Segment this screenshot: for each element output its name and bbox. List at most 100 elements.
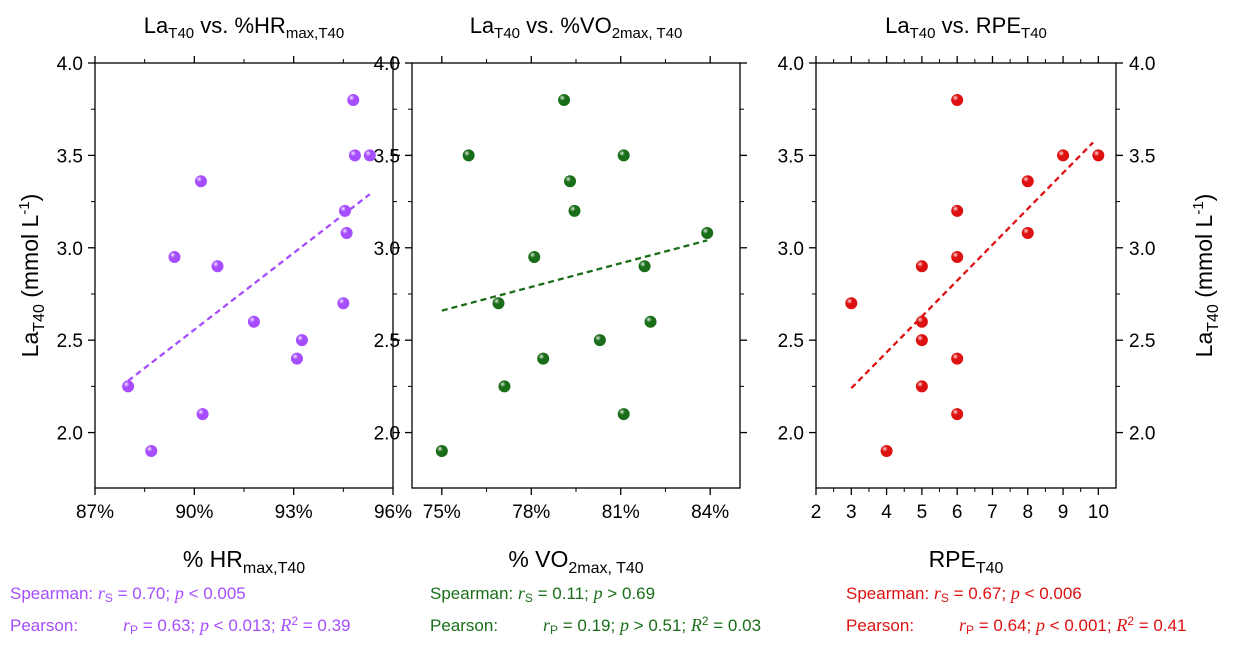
data-point [593,334,606,347]
x-tick-label: 6 [952,502,963,523]
data-point [295,334,308,347]
x-tick-label: 78% [512,502,550,523]
y-tick-label: 3.0 [374,239,400,260]
data-point [951,408,964,421]
x-tick-label: 3 [846,502,857,523]
data-point [528,251,541,264]
y-tick-label: 2.5 [374,331,400,352]
x-tick-label: 9 [1058,502,1069,523]
data-point [951,251,964,264]
data-point [290,352,303,365]
data-point [915,334,928,347]
data-point [644,315,657,328]
x-tick-label: 81% [602,502,640,523]
y-tick-label-right: 3.5 [1129,146,1155,167]
y-axis-label: LaT40 (mmol L-1) [1190,194,1222,358]
x-tick-label: 75% [423,502,461,523]
data-point [363,149,376,162]
x-tick-label: 5 [917,502,928,523]
data-point [1057,149,1070,162]
data-point [247,315,260,328]
data-point [348,149,361,162]
data-point [435,445,448,458]
spearman-row: Spearman: rS = 0.70; p < 0.005 [10,583,246,605]
data-point [347,93,360,106]
y-tick-label: 4.0 [57,54,83,75]
panel-title: LaT40 vs. %VO2max, T40 [470,13,683,42]
x-tick-label: 2 [811,502,822,523]
y-tick-label: 3.0 [778,239,804,260]
y-tick-label: 3.5 [374,146,400,167]
trend-line [850,141,1094,390]
pearson-row: Pearson: rP = 0.63; p < 0.013; R2 = 0.39 [10,614,351,637]
data-point [568,204,581,217]
x-axis-label: % HRmax,T40 [183,546,305,577]
y-tick-label: 3.5 [778,146,804,167]
data-point [168,251,181,264]
x-tick-label: 96% [374,502,412,523]
data-point [915,380,928,393]
y-axis-label: LaT40 (mmol L-1) [16,194,48,358]
x-axis-label: RPET40 [929,546,1004,577]
data-point [617,149,630,162]
panel-hr: 87% 90% 93% 96% 2.0 2.5 3.0 3.5 4.0 LaT40 vs. %HR… [16,13,412,577]
y-tick-label-right: 2.5 [1129,331,1155,352]
stats-block-vo2: Spearman: rS = 0.11; p > 0.69 Pearson: rP … [430,579,762,637]
data-point [880,445,893,458]
data-point [1021,227,1034,239]
data-point [337,297,350,310]
data-point [462,149,475,162]
pearson-row: Pearson: rP = 0.64; p < 0.001; R2 = 0.41 [846,614,1187,637]
y-tick-label-right: 2.0 [1129,424,1155,445]
data-point [122,380,135,393]
y-tick-label: 2.0 [57,424,83,445]
panel-title: LaT40 vs. RPET40 [885,13,1047,42]
pearson-row: Pearson: rP = 0.19; p > 0.51; R2 = 0.03 [430,614,762,637]
data-point [537,352,550,365]
plot-frame [411,62,741,489]
spearman-row: Spearman: rS = 0.11; p > 0.69 [430,583,656,605]
data-point [1021,175,1034,188]
data-point [145,445,158,458]
y-tick-label: 2.0 [778,424,804,445]
data-point [951,93,964,106]
data-point [1092,149,1105,162]
trend-line [441,239,708,312]
y-tick-label: 4.0 [778,54,804,75]
y-tick-label: 3.0 [57,239,83,260]
stats-block-hr: Spearman: rS = 0.70; p < 0.005 Pearson: rP… [10,579,351,637]
spearman-row: Spearman: rS = 0.67; p < 0.006 [846,583,1082,605]
x-tick-label: 8 [1022,502,1033,523]
x-tick-label: 93% [275,502,313,523]
y-tick-label: 3.5 [57,146,83,167]
stats-block-rpe: Spearman: rS = 0.67; p < 0.006 Pearson: rP… [846,579,1187,637]
x-tick-label: 90% [175,502,213,523]
data-point [564,175,577,188]
data-point [338,204,351,217]
data-point [701,227,714,239]
panel-title: LaT40 vs. %HRmax,T40 [144,13,344,42]
data-point [196,408,209,421]
y-tick-label-right: 3.0 [1129,239,1155,260]
x-tick-label: 87% [76,502,114,523]
data-point [915,315,928,328]
data-point [617,408,630,421]
data-point [915,260,928,273]
y-tick-label: 2.0 [374,424,400,445]
data-point [558,93,571,106]
trend-line [127,193,371,382]
panel-rpe: 2 3 4 5 6 7 8 9 10 2.0 2.0 2.5 2.5 3.0 3.0 3.5 3.5 4.0 4.0… [778,13,1222,577]
x-tick-label: 7 [987,502,998,523]
y-tick-label: 2.5 [778,331,804,352]
y-tick-label-right: 4.0 [1129,54,1155,75]
x-tick-label: 10 [1088,502,1109,523]
data-point [845,297,858,310]
x-tick-label: 84% [691,502,729,523]
data-point [194,175,207,188]
y-tick-label: 4.0 [374,54,400,75]
y-tick-label: 2.5 [57,331,83,352]
data-point [340,227,353,239]
data-point [951,204,964,217]
data-point [498,380,511,393]
